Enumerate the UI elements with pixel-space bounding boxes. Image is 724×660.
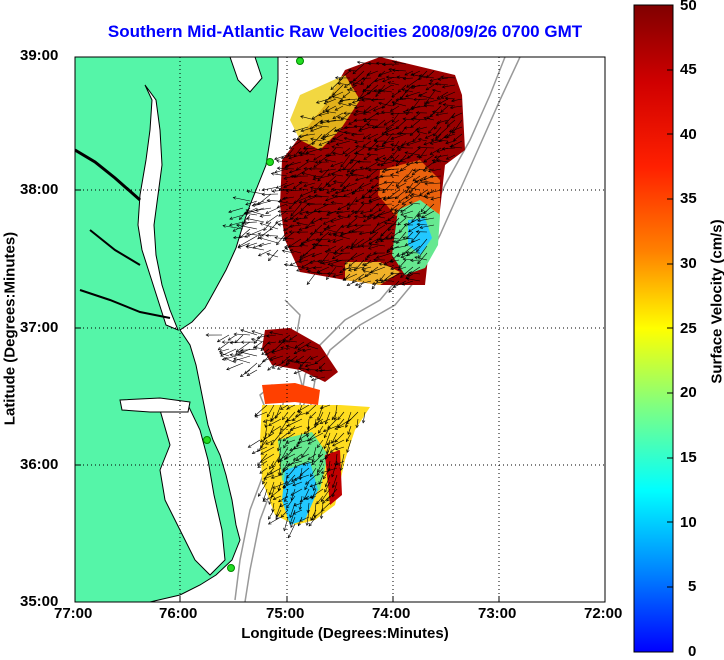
colorbar-tick-label: 50 <box>680 0 697 14</box>
colorbar-tick-label: 0 <box>688 643 696 660</box>
x-tick-label: 73:00 <box>478 605 516 622</box>
station-marker <box>267 159 274 166</box>
x-tick-label: 77:00 <box>54 605 92 622</box>
colorbar-tick-label: 5 <box>688 578 696 595</box>
colorbar-tick-label: 40 <box>680 126 697 143</box>
colorbar-tick-label: 20 <box>680 384 697 401</box>
x-tick-label: 74:00 <box>372 605 410 622</box>
colorbar-tick-label: 25 <box>680 320 697 337</box>
y-axis-label: Latitude (Degrees:Minutes) <box>2 184 19 474</box>
colorbar-tick-label: 15 <box>680 449 697 466</box>
x-tick-label: 75:00 <box>266 605 304 622</box>
y-tick-label: 36:00 <box>20 456 58 473</box>
station-marker <box>228 565 235 572</box>
colorbar-tick-label: 10 <box>680 514 697 531</box>
station-marker <box>297 58 304 65</box>
station-marker <box>204 437 211 444</box>
x-axis-label: Longitude (Degrees:Minutes) <box>160 625 530 642</box>
y-tick-label: 39:00 <box>20 47 58 64</box>
colorbar-label: Surface Velocity (cm/s) <box>709 157 724 447</box>
colorbar-tick-label: 30 <box>680 255 697 272</box>
y-tick-label: 37:00 <box>20 319 58 336</box>
x-tick-label: 72:00 <box>584 605 622 622</box>
y-tick-label: 38:00 <box>20 181 58 198</box>
y-tick-label: 35:00 <box>20 593 58 610</box>
x-tick-label: 76:00 <box>159 605 197 622</box>
colorbar-tick-label: 35 <box>680 190 697 207</box>
colorbar-tick-label: 45 <box>680 61 697 78</box>
